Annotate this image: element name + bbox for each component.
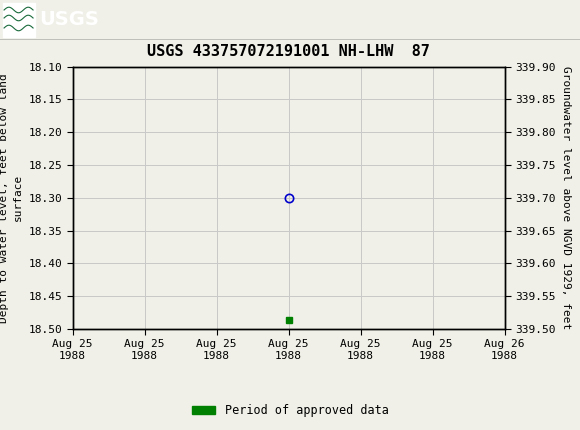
Y-axis label: Groundwater level above NGVD 1929, feet: Groundwater level above NGVD 1929, feet — [561, 66, 571, 329]
Title: USGS 433757072191001 NH-LHW  87: USGS 433757072191001 NH-LHW 87 — [147, 43, 430, 58]
Text: USGS: USGS — [39, 10, 99, 30]
Bar — [3, 3, 35, 37]
Y-axis label: Depth to water level, feet below land
surface: Depth to water level, feet below land su… — [0, 73, 23, 322]
Legend: Period of approved data: Period of approved data — [187, 399, 393, 422]
